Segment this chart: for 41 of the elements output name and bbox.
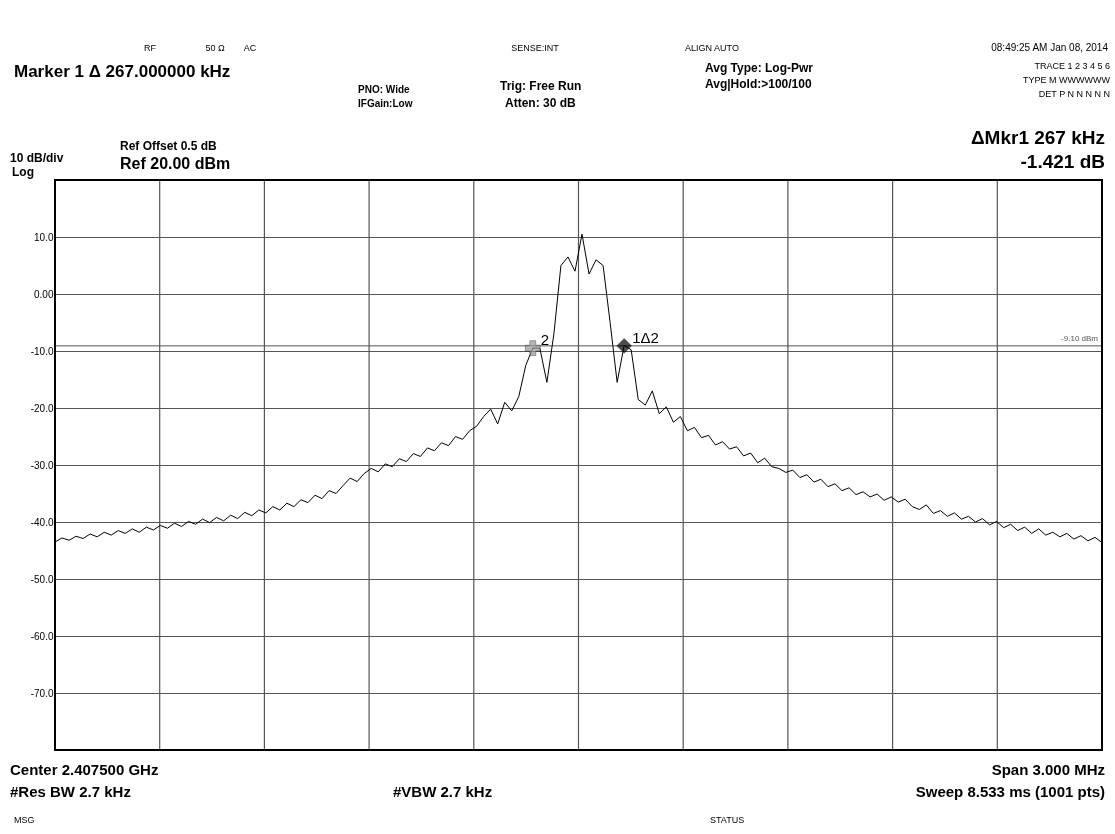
y-tick-label: -40.0 <box>30 516 54 528</box>
text: #VBW 2.7 kHz <box>393 783 493 800</box>
text: MSG <box>14 815 35 825</box>
text: TRACE 1 2 3 4 5 6 <box>1034 61 1110 71</box>
text: Avg Type: Log-Pwr <box>705 61 814 75</box>
y-tick-label: -30.0 <box>30 459 54 471</box>
text: IFGain:Low <box>358 98 413 109</box>
text: Center 2.407500 GHz <box>10 761 159 778</box>
text: ΔMkr1 267 kHz <box>970 127 1105 148</box>
y-tick-label: -60.0 <box>30 630 54 642</box>
text: Marker 1 Δ 267.000000 kHz <box>14 62 231 81</box>
text: Avg|Hold:>100/100 <box>705 77 812 91</box>
y-tick-label: -20.0 <box>30 402 54 414</box>
text: STATUS <box>710 815 745 825</box>
text: Span 3.000 MHz <box>991 761 1105 778</box>
text: TYPE M WWWWWW <box>1023 75 1111 85</box>
text: -1.421 dB <box>1020 151 1105 172</box>
text: 10 dB/div <box>10 151 64 165</box>
series-label: 1Δ2 <box>632 328 659 346</box>
text: 08:49:25 AM Jan 08, 2014 <box>991 42 1109 53</box>
text: AC <box>243 43 257 53</box>
ref-line-label: -9.10 dBm <box>1061 333 1099 343</box>
text: Sweep 8.533 ms (1001 pts) <box>915 783 1105 800</box>
y-tick-label: -10.0 <box>30 345 54 357</box>
y-tick-label: -50.0 <box>30 573 54 585</box>
text: Ref 20.00 dBm <box>120 155 231 172</box>
text: Ref Offset 0.5 dB <box>120 139 218 153</box>
text: Log <box>12 165 34 179</box>
text: ALIGN AUTO <box>685 43 739 53</box>
text: 50 Ω <box>205 43 225 53</box>
text: SENSE:INT <box>511 43 560 53</box>
y-tick-label: -70.0 <box>30 687 54 699</box>
text: #Res BW 2.7 kHz <box>10 783 131 800</box>
y-tick-label: 10.0 <box>34 231 54 243</box>
text: RF <box>144 43 157 53</box>
text: Atten: 30 dB <box>505 96 576 110</box>
series-label: 2 <box>540 331 550 349</box>
text: PNO: Wide <box>358 84 411 95</box>
text: DET P N N N N N <box>1038 89 1110 99</box>
y-tick-label: 0.00 <box>34 288 54 300</box>
text: Trig: Free Run <box>500 79 582 93</box>
